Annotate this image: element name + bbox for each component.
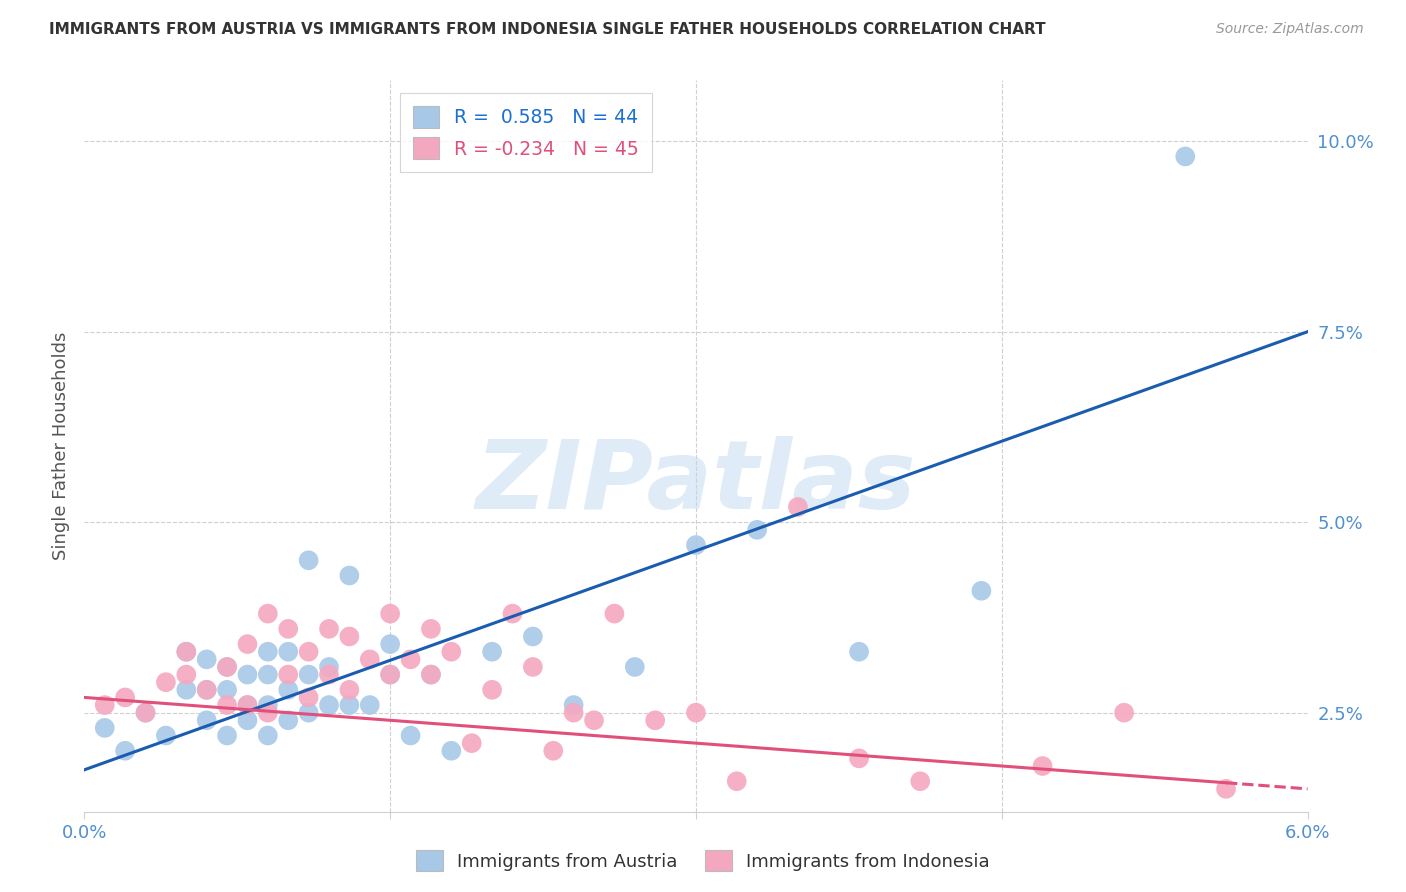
- Point: [318, 660, 340, 674]
- Point: [318, 698, 340, 712]
- Point: [339, 630, 361, 644]
- Point: [236, 637, 259, 651]
- Point: [135, 706, 157, 720]
- Point: [481, 645, 503, 659]
- Legend: R =  0.585   N = 44, R = -0.234   N = 45: R = 0.585 N = 44, R = -0.234 N = 45: [399, 94, 652, 172]
- Point: [1032, 759, 1054, 773]
- Point: [1215, 781, 1237, 796]
- Point: [217, 660, 239, 674]
- Point: [93, 698, 117, 712]
- Point: [236, 714, 259, 728]
- Point: [359, 698, 381, 712]
- Point: [1174, 149, 1197, 163]
- Point: [562, 706, 585, 720]
- Point: [217, 698, 239, 712]
- Point: [685, 538, 707, 552]
- Point: [155, 675, 177, 690]
- Point: [176, 667, 198, 681]
- Point: [236, 667, 259, 681]
- Point: [461, 736, 484, 750]
- Point: [910, 774, 932, 789]
- Point: [359, 652, 381, 666]
- Point: [603, 607, 626, 621]
- Point: [725, 774, 748, 789]
- Point: [399, 729, 422, 743]
- Text: ZIPatlas: ZIPatlas: [475, 436, 917, 529]
- Point: [685, 706, 707, 720]
- Point: [195, 714, 218, 728]
- Point: [114, 690, 136, 705]
- Point: [298, 706, 321, 720]
- Point: [176, 645, 198, 659]
- Point: [257, 645, 280, 659]
- Point: [970, 583, 993, 598]
- Point: [787, 500, 810, 514]
- Point: [339, 568, 361, 582]
- Point: [420, 622, 443, 636]
- Point: [298, 645, 321, 659]
- Point: [257, 729, 280, 743]
- Point: [195, 682, 218, 697]
- Point: [257, 667, 280, 681]
- Point: [257, 706, 280, 720]
- Point: [93, 721, 117, 735]
- Point: [399, 652, 422, 666]
- Point: [217, 660, 239, 674]
- Point: [195, 682, 218, 697]
- Point: [848, 751, 870, 765]
- Point: [195, 652, 218, 666]
- Point: [257, 607, 280, 621]
- Point: [1114, 706, 1136, 720]
- Point: [217, 682, 239, 697]
- Point: [644, 714, 666, 728]
- Point: [380, 667, 402, 681]
- Point: [298, 667, 321, 681]
- Point: [236, 698, 259, 712]
- Point: [277, 667, 299, 681]
- Point: [562, 698, 585, 712]
- Point: [624, 660, 647, 674]
- Point: [236, 698, 259, 712]
- Point: [114, 744, 136, 758]
- Point: [217, 729, 239, 743]
- Point: [380, 607, 402, 621]
- Point: [277, 645, 299, 659]
- Point: [440, 744, 463, 758]
- Point: [277, 622, 299, 636]
- Point: [380, 637, 402, 651]
- Point: [318, 667, 340, 681]
- Point: [848, 645, 870, 659]
- Point: [298, 553, 321, 567]
- Point: [257, 698, 280, 712]
- Point: [420, 667, 443, 681]
- Point: [522, 630, 544, 644]
- Point: [522, 660, 544, 674]
- Point: [176, 682, 198, 697]
- Point: [277, 682, 299, 697]
- Point: [339, 682, 361, 697]
- Point: [502, 607, 524, 621]
- Point: [440, 645, 463, 659]
- Point: [420, 667, 443, 681]
- Point: [481, 682, 503, 697]
- Point: [277, 714, 299, 728]
- Point: [339, 698, 361, 712]
- Point: [176, 645, 198, 659]
- Point: [135, 706, 157, 720]
- Point: [298, 690, 321, 705]
- Point: [318, 622, 340, 636]
- Legend: Immigrants from Austria, Immigrants from Indonesia: Immigrants from Austria, Immigrants from…: [409, 843, 997, 879]
- Text: Source: ZipAtlas.com: Source: ZipAtlas.com: [1216, 22, 1364, 37]
- Point: [583, 714, 606, 728]
- Point: [543, 744, 565, 758]
- Point: [155, 729, 177, 743]
- Point: [747, 523, 769, 537]
- Point: [380, 667, 402, 681]
- Y-axis label: Single Father Households: Single Father Households: [52, 332, 70, 560]
- Text: IMMIGRANTS FROM AUSTRIA VS IMMIGRANTS FROM INDONESIA SINGLE FATHER HOUSEHOLDS CO: IMMIGRANTS FROM AUSTRIA VS IMMIGRANTS FR…: [49, 22, 1046, 37]
